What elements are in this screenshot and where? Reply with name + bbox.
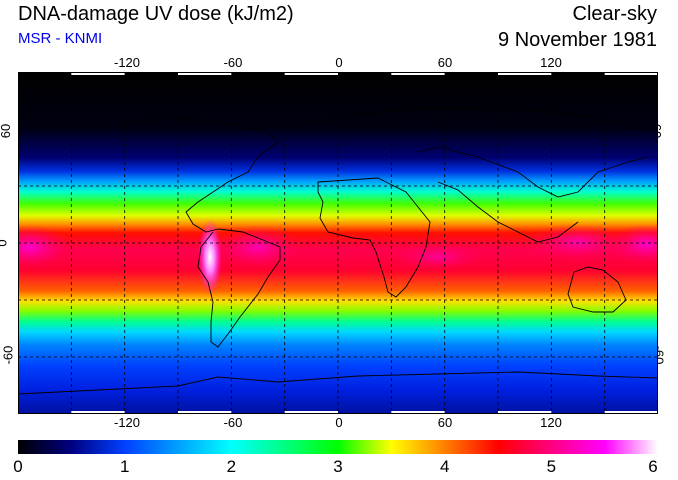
uv-dose-map	[18, 72, 658, 414]
colorbar-label: 0	[13, 457, 23, 476]
map-frame	[18, 72, 658, 414]
lon-tick-bottom: 120	[540, 415, 562, 430]
lat-tick-left: 60	[0, 123, 14, 139]
colorbar-label: 5	[546, 457, 557, 476]
lat-tick-left: -60	[0, 345, 16, 365]
andes-maximum	[198, 219, 222, 295]
colorbar-label: 6	[648, 457, 658, 476]
graticule	[18, 72, 658, 414]
source-label: MSR - KNMI	[18, 30, 103, 47]
colorbar-label: 2	[226, 457, 237, 476]
lat-tick-left: 0	[0, 239, 10, 246]
frame-ticks-white	[71, 72, 658, 414]
date-label: 9 November 1981	[498, 29, 657, 51]
colorbar-label: 4	[439, 457, 450, 476]
lon-tick-top: 0	[335, 55, 343, 70]
lon-tick-bottom: -120	[113, 415, 141, 430]
colorbar-gradient	[18, 440, 658, 454]
lon-tick-top: -60	[223, 55, 243, 70]
lon-tick-bottom: 60	[437, 415, 453, 430]
lon-tick-bottom: 0	[335, 415, 343, 430]
sky-condition-label: Clear-sky	[572, 3, 657, 25]
colorbar-label: 1	[119, 457, 130, 476]
colorbar	[18, 440, 658, 454]
chart-title: DNA-damage UV dose (kJ/m2)	[18, 3, 294, 25]
lon-tick-bottom: -60	[223, 415, 243, 430]
lon-tick-top: -120	[113, 55, 141, 70]
colorbar-label: 3	[333, 457, 343, 476]
lon-tick-top: 60	[437, 55, 453, 70]
lon-tick-top: 120	[540, 55, 562, 70]
pacific-maximum	[18, 225, 70, 269]
coastlines	[18, 106, 658, 395]
